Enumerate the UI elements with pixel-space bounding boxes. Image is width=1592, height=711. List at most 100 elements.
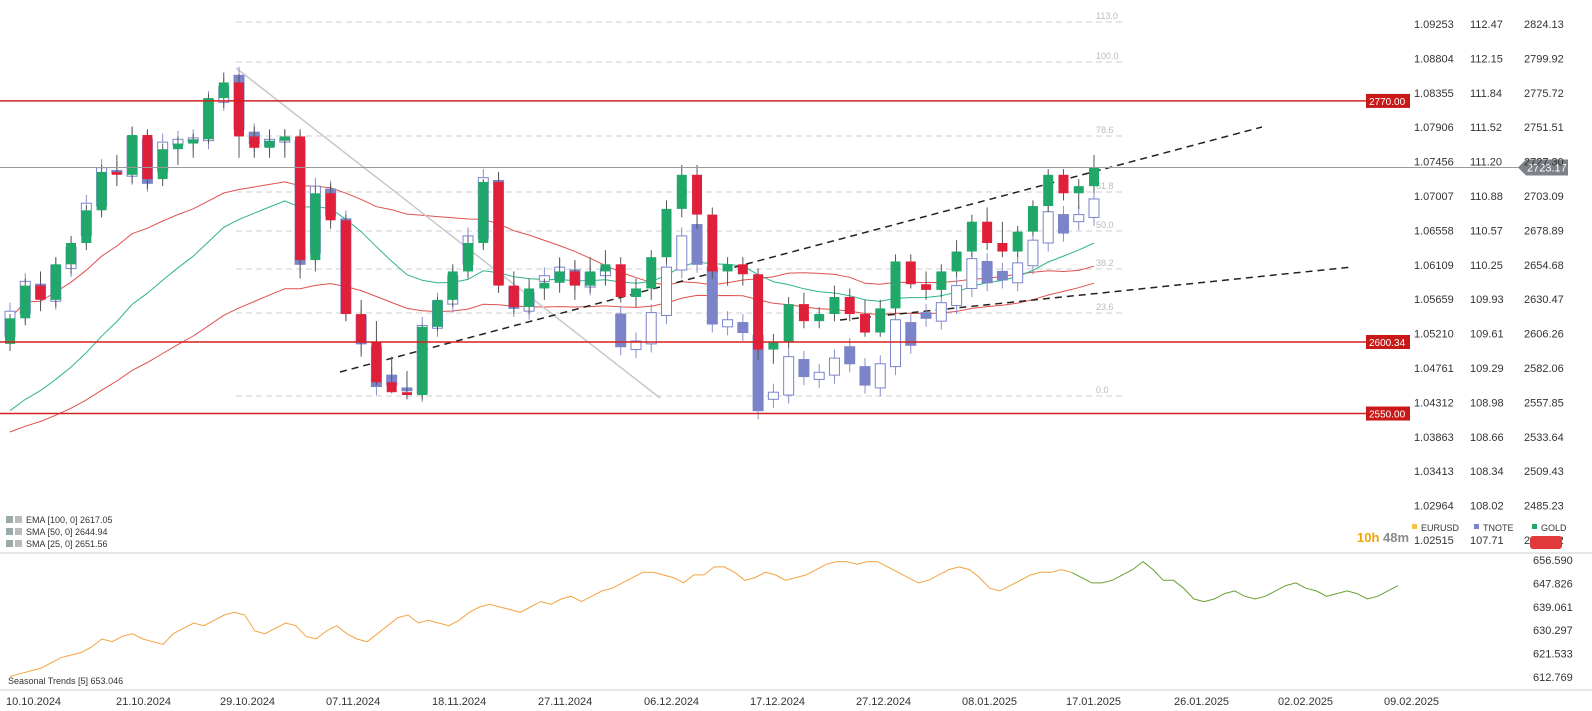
tnote-bar xyxy=(890,319,902,368)
date-tick: 21.10.2024 xyxy=(116,696,171,708)
price-tick-eurusd: 1.07007 xyxy=(1414,191,1454,203)
fib-label: 78.6 xyxy=(1096,125,1114,135)
price-tick-gold: 2751.51 xyxy=(1524,122,1564,134)
gold-candle xyxy=(249,136,260,148)
gold-candle xyxy=(172,143,183,150)
gold-candle xyxy=(875,308,886,333)
sma-long-line xyxy=(9,282,1095,433)
gold-candle xyxy=(600,264,611,272)
fib-label: 50.0 xyxy=(1096,220,1114,230)
tnote-bar xyxy=(737,322,749,334)
gold-candle xyxy=(340,220,351,315)
tnote-bar xyxy=(645,312,657,345)
date-tick: 02.02.2025 xyxy=(1278,696,1333,708)
gold-candle xyxy=(585,271,596,286)
indicator-icon xyxy=(6,528,13,535)
gold-candle xyxy=(997,243,1008,252)
gold-candle xyxy=(66,243,77,265)
price-tick-tnote: 107.71 xyxy=(1470,535,1504,547)
tnote-bar xyxy=(661,266,673,316)
price-tick-gold: 2606.26 xyxy=(1524,329,1564,341)
gold-candle xyxy=(111,171,122,175)
price-tick-gold: 2824.13 xyxy=(1524,19,1564,31)
price-tick-gold: 2678.89 xyxy=(1524,225,1564,237)
gold-candle xyxy=(554,271,565,283)
tnote-bar xyxy=(859,366,871,386)
level-value: 2550.00 xyxy=(1369,410,1406,421)
seasonal-tick: 621.533 xyxy=(1533,649,1573,661)
gold-candle xyxy=(814,314,825,322)
gold-candle xyxy=(890,261,901,309)
gold-candle xyxy=(951,251,962,272)
seasonal-tick: 612.769 xyxy=(1533,672,1573,684)
tnote-bar xyxy=(630,340,642,351)
indicator-label: SMA [25, 0] 2651.56 xyxy=(26,539,108,549)
price-tick-tnote: 111.52 xyxy=(1470,122,1502,134)
gold-candle xyxy=(356,314,367,343)
tnote-bar xyxy=(951,285,963,307)
level-tag xyxy=(1366,334,1410,349)
date-tick: 10.10.2024 xyxy=(6,696,61,708)
horizontal-levels[interactable]: 2770.00 2600.34 2550.00 2723.17 xyxy=(0,93,1568,421)
gold-candle xyxy=(859,314,870,333)
price-tick-eurusd: 1.08804 xyxy=(1414,53,1454,65)
gold-candle xyxy=(783,304,794,343)
gold-color-badge xyxy=(1530,536,1562,549)
price-tick-tnote: 108.02 xyxy=(1470,501,1504,513)
gold-candle xyxy=(50,264,61,300)
price-tick-tnote: 110.57 xyxy=(1470,225,1503,237)
gold-candle xyxy=(676,174,687,209)
tnote-bar xyxy=(615,313,627,348)
price-tick-gold: 2485.23 xyxy=(1524,501,1564,513)
tnote-bar xyxy=(905,322,917,346)
seasonal-label: Seasonal Trends [5] 653.046 xyxy=(8,676,123,686)
date-tick: 17.01.2025 xyxy=(1066,696,1121,708)
rising-trendline-steep xyxy=(339,126,1263,373)
gold-candle xyxy=(96,171,107,211)
price-tick-eurusd: 1.08355 xyxy=(1414,88,1454,100)
gold-candle xyxy=(188,139,199,144)
gold-candle xyxy=(310,193,321,261)
price-tick-gold: 2703.09 xyxy=(1524,191,1564,203)
price-tick-tnote: 112.15 xyxy=(1470,53,1503,65)
tnote-bar xyxy=(767,391,779,400)
gold-candles xyxy=(5,72,1099,400)
trendlines xyxy=(235,67,1353,399)
level-value: 2600.34 xyxy=(1369,338,1406,349)
current-price-tag xyxy=(1518,159,1568,176)
level-tag xyxy=(1366,406,1410,421)
gold-candle xyxy=(966,221,977,252)
gold-candle xyxy=(753,274,764,350)
date-tick: 27.11.2024 xyxy=(538,696,592,708)
gold-candle xyxy=(81,210,92,244)
price-tick-tnote: 111.20 xyxy=(1470,157,1502,169)
gold-candle xyxy=(325,193,336,221)
tnote-bar xyxy=(874,363,886,389)
gold-candle xyxy=(127,135,138,175)
fib-label: 38.2 xyxy=(1096,258,1114,268)
gold-candle xyxy=(432,299,443,327)
price-tick-eurusd: 1.05210 xyxy=(1414,329,1454,341)
price-tick-tnote: 109.93 xyxy=(1470,294,1504,306)
chart-grid xyxy=(0,552,1592,691)
gold-candle xyxy=(921,284,932,290)
time-axis: 10.10.2024 21.10.2024 29.10.2024 07.11.2024… xyxy=(6,696,1439,708)
gold-candle xyxy=(264,140,275,148)
indicator-icon xyxy=(6,540,13,547)
gold-candle xyxy=(157,149,168,180)
tnote-bar xyxy=(676,235,688,271)
legend-label-tnote: TNOTE xyxy=(1483,523,1514,533)
gold-candle xyxy=(646,257,657,289)
price-tick-gold: 2533.64 xyxy=(1524,432,1564,444)
price-tick-gold: 2654.68 xyxy=(1524,260,1564,272)
price-tick-tnote: 109.61 xyxy=(1470,329,1504,341)
price-tick-tnote: 112.47 xyxy=(1470,19,1503,31)
gold-candle xyxy=(447,271,458,300)
tnote-bar xyxy=(1042,211,1054,244)
gold-candle xyxy=(615,264,626,297)
date-tick: 18.11.2024 xyxy=(432,696,486,708)
tnote-bar xyxy=(966,258,978,289)
price-tick-tnote: 109.29 xyxy=(1470,363,1504,375)
price-tick-gold: 2775.72 xyxy=(1524,88,1564,100)
